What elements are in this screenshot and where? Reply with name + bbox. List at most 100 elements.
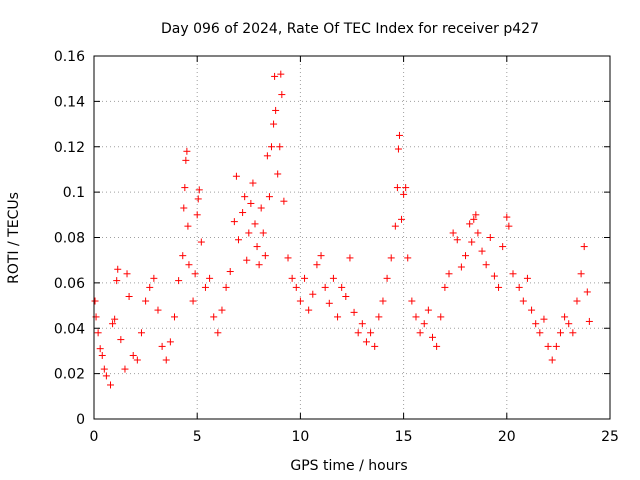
data-point	[394, 145, 402, 153]
data-point	[239, 209, 247, 217]
data-point	[462, 252, 470, 260]
y-tick-label: 0.16	[54, 49, 85, 65]
data-point	[472, 211, 480, 219]
data-point	[457, 263, 465, 271]
data-point	[379, 297, 387, 305]
data-point	[585, 317, 593, 325]
data-point	[391, 222, 399, 230]
ticks-layer: 0 0.02 0.04 0.06 0.08 0.1 0.12 0.14 0.16 0 5 10 15 20…	[54, 49, 619, 445]
data-point	[523, 274, 531, 282]
data-point	[548, 356, 556, 364]
data-point	[329, 274, 337, 282]
data-point	[158, 342, 166, 350]
data-point	[453, 236, 461, 244]
data-point	[170, 313, 178, 321]
data-point	[321, 283, 329, 291]
x-tick-label: 10	[291, 429, 309, 445]
data-point	[243, 256, 251, 264]
data-point	[486, 234, 494, 241]
data-point	[470, 215, 478, 223]
x-tick-label: 0	[90, 429, 99, 445]
x-tick-label: 20	[498, 429, 516, 445]
x-tick-label: 15	[395, 429, 413, 445]
data-point	[499, 243, 507, 251]
data-point	[556, 329, 564, 337]
data-point	[358, 320, 366, 328]
data-point	[301, 274, 309, 282]
data-point	[114, 265, 122, 273]
data-point	[150, 274, 158, 282]
data-point	[482, 261, 490, 269]
data-point	[503, 213, 511, 221]
data-point	[532, 320, 540, 328]
data-point	[284, 254, 292, 262]
data-point	[375, 313, 383, 321]
y-axis-label: ROTI / TECUs	[6, 192, 22, 284]
data-point	[420, 320, 428, 328]
data-point	[441, 283, 449, 291]
data-point	[495, 283, 503, 291]
data-point	[195, 186, 203, 194]
data-point	[288, 274, 296, 282]
data-point	[123, 270, 131, 278]
data-point	[569, 329, 577, 337]
y-tick-label: 0.12	[54, 140, 85, 156]
data-point	[222, 283, 230, 291]
data-point	[117, 336, 125, 344]
data-point	[561, 313, 569, 321]
data-point	[445, 270, 453, 278]
data-point	[490, 272, 498, 280]
data-point	[350, 308, 358, 316]
data-point	[255, 261, 263, 269]
data-point	[113, 277, 121, 285]
data-point	[468, 238, 476, 246]
data-point	[509, 270, 517, 278]
data-point	[408, 297, 416, 305]
y-tick-label: 0.1	[63, 185, 85, 201]
y-tick-label: 0.04	[54, 321, 85, 337]
data-point	[247, 199, 255, 207]
y-tick-label: 0.06	[54, 276, 85, 292]
data-point	[191, 270, 199, 278]
data-point	[162, 356, 170, 364]
points-layer	[91, 70, 593, 389]
data-point	[265, 193, 273, 201]
data-point	[91, 297, 99, 305]
data-point	[309, 290, 317, 298]
data-point	[181, 184, 189, 192]
data-point	[292, 283, 300, 291]
data-point	[433, 342, 441, 350]
data-point	[313, 261, 321, 269]
data-point	[278, 91, 286, 99]
data-point	[573, 297, 581, 305]
data-point	[528, 306, 536, 314]
data-point	[276, 143, 284, 151]
data-point	[346, 254, 354, 262]
data-point	[193, 211, 201, 219]
y-tick-label: 0.08	[54, 231, 85, 247]
data-point	[437, 313, 445, 321]
data-point	[424, 306, 432, 314]
data-point	[334, 313, 342, 321]
data-point	[201, 283, 209, 291]
y-tick-label: 0.02	[54, 367, 85, 383]
data-point	[179, 252, 187, 260]
data-point	[102, 372, 110, 380]
data-point	[552, 342, 560, 350]
data-point	[274, 170, 282, 178]
data-point	[367, 329, 375, 337]
data-point	[402, 184, 410, 192]
data-point	[146, 283, 154, 291]
chart-title: Day 096 of 2024, Rate Of TEC Index for r…	[161, 21, 539, 37]
data-point	[197, 238, 205, 246]
data-point	[263, 152, 271, 160]
data-point	[371, 342, 379, 350]
data-point	[540, 315, 548, 323]
data-point	[544, 342, 552, 350]
data-point	[185, 261, 193, 269]
data-point	[194, 195, 202, 203]
data-point	[412, 313, 420, 321]
data-point	[253, 243, 261, 251]
data-point	[257, 204, 265, 212]
data-point	[261, 252, 269, 260]
